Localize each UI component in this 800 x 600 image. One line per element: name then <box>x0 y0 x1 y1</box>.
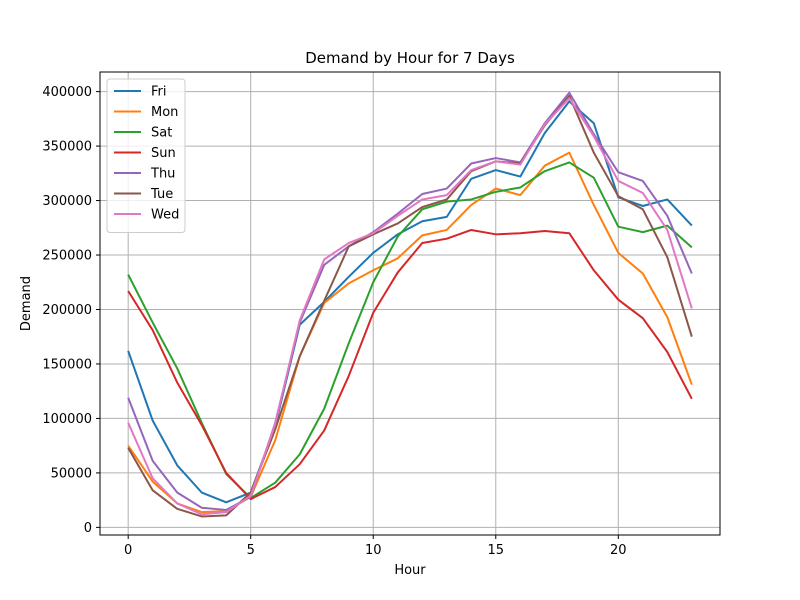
series-line-thu <box>127 91 693 511</box>
y-tick-label: 100000 <box>42 412 92 427</box>
legend-label-wed: Wed <box>151 208 179 223</box>
x-axis-label: Hour <box>394 563 426 578</box>
y-tick-label: 50000 <box>51 466 92 481</box>
y-tick-label: 200000 <box>42 303 92 318</box>
x-tick-label: 10 <box>365 543 382 558</box>
grid-lines <box>100 72 720 535</box>
series-line-tue <box>127 94 693 518</box>
legend-label-sat: Sat <box>151 126 172 141</box>
x-tick-label: 20 <box>610 543 627 558</box>
series-line-sun <box>127 228 693 501</box>
chart-title: Demand by Hour for 7 Days <box>305 49 515 67</box>
legend-label-mon: Mon <box>151 105 178 120</box>
y-tick-label: 150000 <box>42 357 92 372</box>
legend: Fri Mon Sat Sun Thu Tue Wed <box>106 78 186 233</box>
y-tick-label: 400000 <box>42 85 92 100</box>
legend-label-tue: Tue <box>150 187 173 202</box>
legend-label-sun: Sun <box>151 146 176 161</box>
x-tick-label: 15 <box>487 543 504 558</box>
x-tick-label: 5 <box>247 543 255 558</box>
series-line-mon <box>127 151 693 514</box>
plot-frame <box>99 71 721 536</box>
x-axis: 0 5 10 15 20 <box>124 535 627 558</box>
series-line-wed <box>127 97 693 516</box>
y-tick-label: 0 <box>84 521 92 536</box>
series-line-fri <box>127 100 693 504</box>
legend-label-fri: Fri <box>151 85 167 100</box>
y-tick-label: 300000 <box>42 194 92 209</box>
y-tick-label: 250000 <box>42 249 92 264</box>
y-axis: 0 50000 100000 150000 200000 250000 300000 3500… <box>42 85 100 536</box>
y-axis-label: Demand <box>19 276 34 331</box>
y-tick-label: 350000 <box>42 140 92 155</box>
legend-label-thu: Thu <box>150 167 175 182</box>
series-layer <box>127 91 693 518</box>
plot-area <box>100 72 720 535</box>
x-tick-label: 0 <box>124 543 132 558</box>
